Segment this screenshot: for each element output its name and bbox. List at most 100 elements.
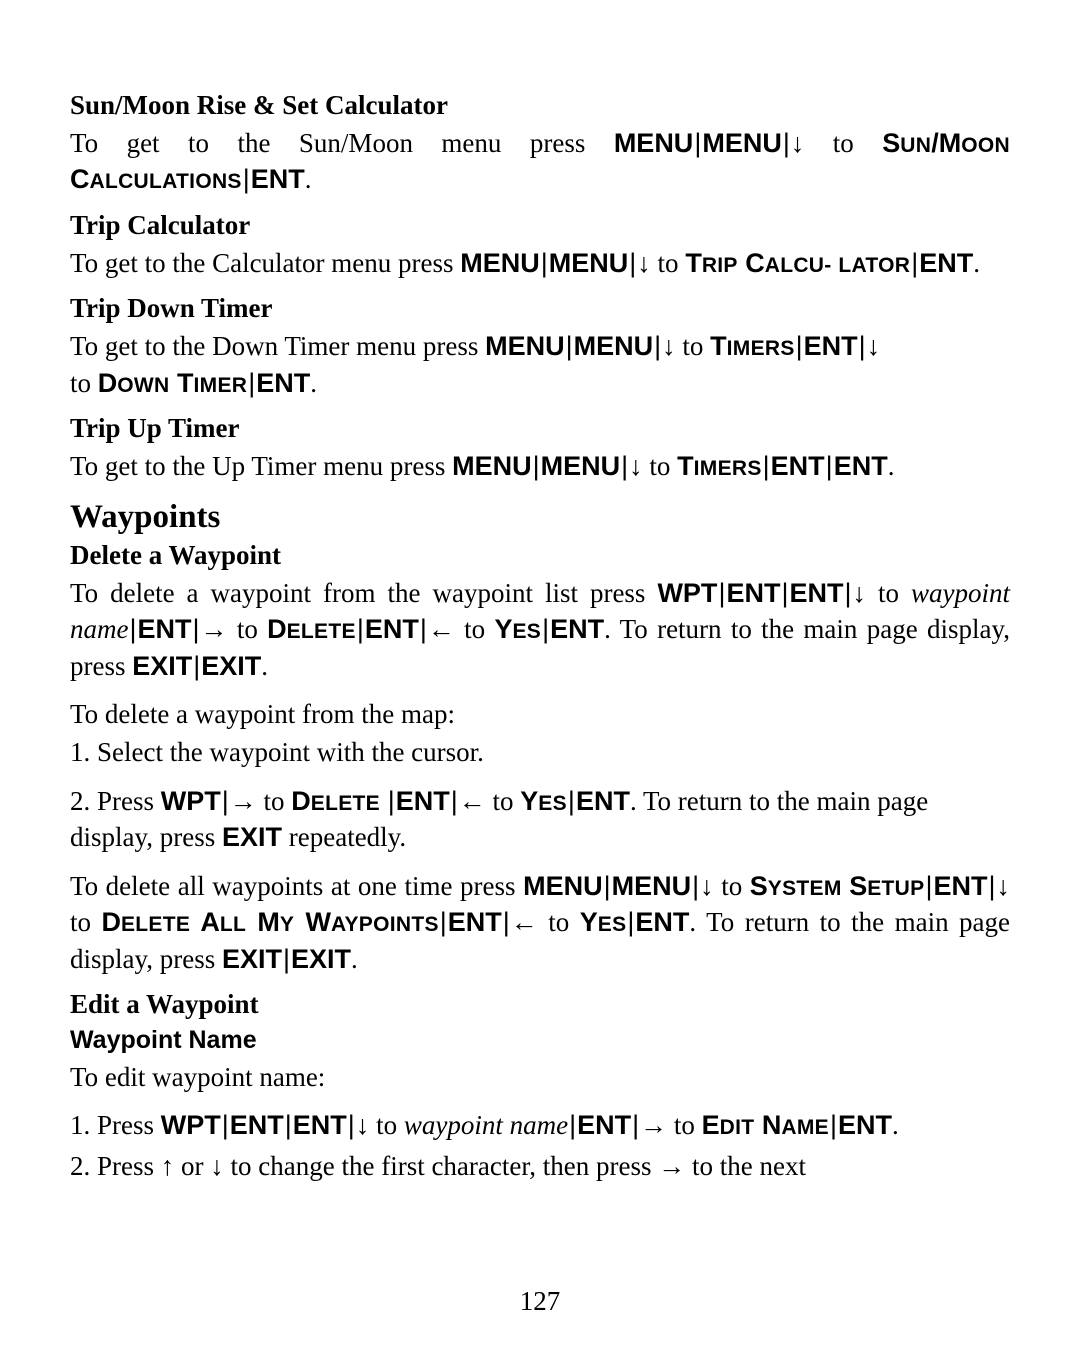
text: to [538, 907, 580, 937]
text: to [70, 907, 101, 937]
para-uptimer: To get to the Up Timer menu press MENU|M… [70, 448, 1010, 484]
manual-page: Sun/Moon Rise & Set Calculator To get to… [0, 0, 1080, 1355]
placeholder-waypoint-name: waypoint name [404, 1110, 568, 1140]
text: to [651, 248, 686, 278]
heading-tripcalc: Trip Calculator [70, 210, 1010, 241]
text: To get to the Up Timer menu press [70, 451, 452, 481]
key-wpt: WPT [657, 578, 717, 608]
menu-item-tripcalc-cont: LATOR [838, 248, 910, 278]
down-arrow-icon: ↓ [996, 871, 1010, 901]
text: to [676, 331, 711, 361]
menu-item-system: SYSTEM [750, 871, 842, 901]
key-menu: MENU [460, 248, 540, 278]
left-arrow-icon: ← [459, 786, 486, 816]
right-arrow-icon: → [230, 786, 257, 816]
text: . [351, 944, 358, 974]
subheading-waypoint-name: Waypoint Name [70, 1026, 1010, 1055]
menu-item-yes: YES [520, 786, 567, 816]
pipe: | [192, 651, 201, 681]
right-arrow-icon: → [640, 1110, 667, 1140]
pipe: | [782, 128, 791, 158]
pipe: | [910, 248, 919, 278]
pipe: | [284, 1110, 293, 1140]
text: repeatedly. [282, 822, 406, 852]
step-1-select-waypoint: 1. Select the waypoint with the cursor. [70, 734, 1010, 770]
key-exit: EXIT [291, 944, 351, 974]
key-menu: MENU [612, 871, 692, 901]
step-1-edit-name: 1. Press WPT|ENT|ENT|↓ to waypoint name|… [70, 1107, 1010, 1143]
pipe: | [628, 248, 637, 278]
down-arrow-icon: ↓ [356, 1110, 370, 1140]
key-ent: ENT [635, 907, 689, 937]
text: to [70, 368, 98, 398]
pipe: | [221, 1110, 230, 1140]
text: to change the first character, then pres… [224, 1151, 658, 1181]
pipe: | [356, 614, 365, 644]
down-arrow-icon: ↓ [700, 871, 714, 901]
text: To delete all waypoints at one time pres… [70, 871, 523, 901]
key-ent: ENT [919, 248, 973, 278]
down-arrow-icon: ↓ [791, 128, 805, 158]
pipe: | [419, 614, 428, 644]
text: to [257, 786, 292, 816]
pipe: | [439, 907, 448, 937]
pipe: | [565, 331, 574, 361]
key-wpt: WPT [161, 786, 221, 816]
text: . [888, 451, 895, 481]
para-delete-from-list: To delete a waypoint from the waypoint l… [70, 575, 1010, 684]
pipe: | [568, 1110, 577, 1140]
left-arrow-icon: ← [511, 907, 538, 937]
pipe: | [693, 128, 702, 158]
para-delete-all: To delete all waypoints at one time pres… [70, 868, 1010, 977]
heading-delete-waypoint: Delete a Waypoint [70, 540, 1010, 571]
key-exit: EXIT [132, 651, 192, 681]
pipe: | [221, 786, 230, 816]
key-menu: MENU [452, 451, 532, 481]
pipe: | [631, 1110, 640, 1140]
key-ent: ENT [834, 451, 888, 481]
key-ent: ENT [933, 871, 987, 901]
text: to [667, 1110, 702, 1140]
pipe: | [829, 1110, 838, 1140]
pipe: | [247, 368, 256, 398]
text: . [310, 368, 317, 398]
key-menu: MENU [574, 331, 654, 361]
pipe: | [192, 614, 201, 644]
pipe: | [387, 786, 396, 816]
key-ent: ENT [804, 331, 858, 361]
text: to [455, 614, 495, 644]
menu-item-setup: SETUP [849, 871, 924, 901]
menu-item-delete: DELETE [267, 614, 356, 644]
key-ent: ENT [293, 1110, 347, 1140]
key-exit: EXIT [201, 651, 261, 681]
menu-item-timers: TIMERS [677, 451, 762, 481]
pipe: | [825, 451, 834, 481]
key-menu: MENU [614, 128, 694, 158]
key-exit: EXIT [222, 822, 282, 852]
text: to [714, 871, 750, 901]
down-arrow-icon: ↓ [210, 1151, 224, 1181]
para-tripcalc: To get to the Calculator menu press MENU… [70, 245, 1010, 281]
key-ent: ENT [138, 614, 192, 644]
key-ent: ENT [771, 451, 825, 481]
pipe: | [620, 451, 629, 481]
text: 1. Press [70, 1110, 161, 1140]
menu-item-calculations: CALCULATIONS [70, 164, 242, 194]
key-ent: ENT [576, 786, 630, 816]
text: to [643, 451, 678, 481]
down-arrow-icon: ↓ [629, 451, 643, 481]
down-arrow-icon: ↓ [852, 578, 866, 608]
key-menu: MENU [702, 128, 782, 158]
pipe: | [242, 164, 251, 194]
key-ent: ENT [577, 1110, 631, 1140]
pipe: | [502, 907, 511, 937]
para-sunmoon: To get to the Sun/Moon menu press MENU|M… [70, 125, 1010, 198]
key-menu: MENU [549, 248, 629, 278]
right-arrow-icon: → [201, 614, 228, 644]
heading-sunmoon: Sun/Moon Rise & Set Calculator [70, 90, 1010, 121]
pipe: | [653, 331, 662, 361]
pipe: | [532, 451, 541, 481]
pipe: | [603, 871, 612, 901]
menu-item-yes: YES [580, 907, 627, 937]
pipe: | [540, 248, 549, 278]
